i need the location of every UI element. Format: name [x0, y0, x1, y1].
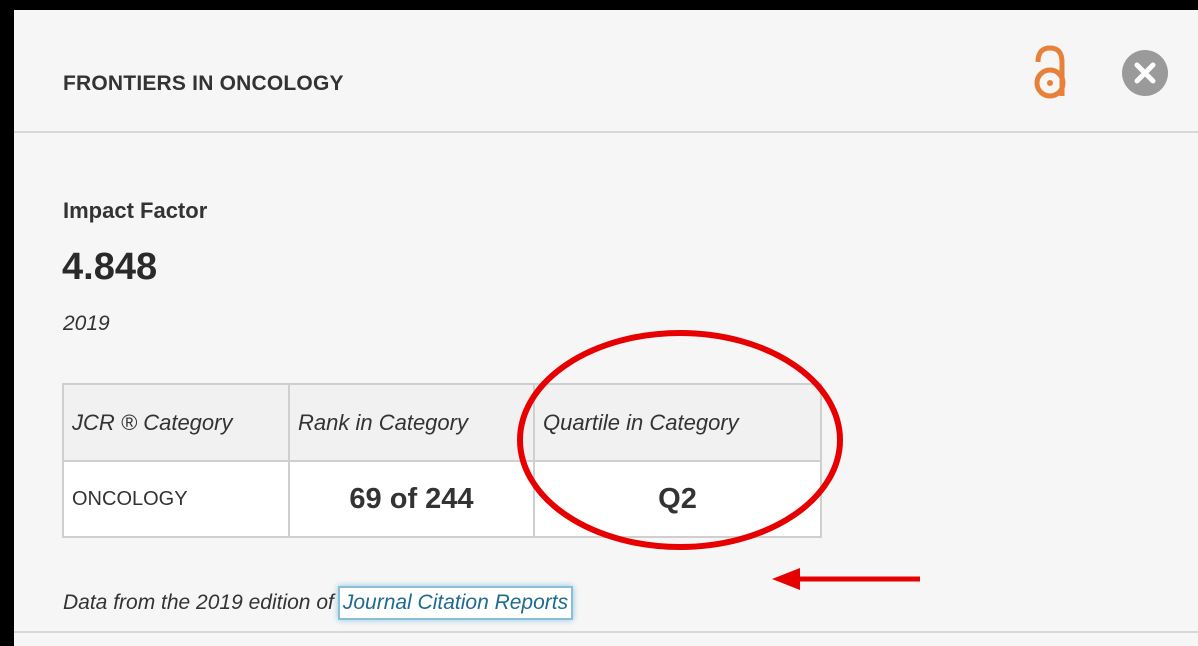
open-access-icon — [1037, 48, 1063, 96]
overlay — [0, 0, 1198, 646]
highlight-ellipse — [520, 333, 840, 547]
arrow-head — [772, 568, 800, 590]
close-button[interactable] — [1122, 50, 1168, 96]
screen: FRONTIERS IN ONCOLOGY Impact Factor 4.84… — [0, 0, 1198, 646]
lock-dot — [1047, 80, 1053, 86]
